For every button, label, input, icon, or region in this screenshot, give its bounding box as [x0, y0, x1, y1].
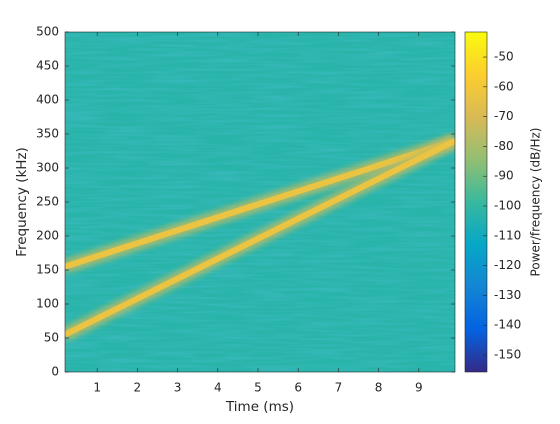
colorbar-tick-label: -110 [494, 228, 521, 242]
x-tick-label: 5 [254, 381, 262, 395]
y-tick-label: 50 [44, 331, 59, 345]
y-tick-label: 400 [36, 93, 59, 107]
x-tick-label: 2 [134, 381, 142, 395]
plot-area [65, 32, 455, 372]
y-tick-label: 150 [36, 263, 59, 277]
colorbar-tick-label: -50 [494, 50, 514, 64]
ridge [65, 138, 455, 338]
y-axis-label: Frequency (kHz) [14, 147, 30, 257]
x-tick-label: 1 [93, 381, 101, 395]
x-tick-label: 3 [174, 381, 182, 395]
colorbar-tick-label: -70 [494, 109, 514, 123]
y-tick-label: 450 [36, 59, 59, 73]
y-tick-label: 200 [36, 229, 59, 243]
colorbar-tick-label: -140 [494, 318, 521, 332]
colorbar-tick-label: -80 [494, 139, 514, 153]
x-tick-label: 9 [415, 381, 423, 395]
colorbar-tick-label: -130 [494, 288, 521, 302]
y-tick-label: 300 [36, 161, 59, 175]
y-tick-label: 100 [36, 297, 59, 311]
y-tick-label: 0 [51, 365, 59, 379]
colorbar-tick-label: -120 [494, 258, 521, 272]
x-tick-label: 6 [294, 381, 302, 395]
ridge [65, 137, 455, 270]
x-tick-label: 8 [375, 381, 383, 395]
colorbar-tick-label: -100 [494, 199, 521, 213]
x-tick-label: 7 [335, 381, 343, 395]
colorbar-label: Power/frequency (dB/Hz) [529, 128, 543, 277]
y-tick-label: 350 [36, 127, 59, 141]
x-tick-label: 4 [214, 381, 222, 395]
y-tick-label: 500 [36, 25, 59, 39]
colorbar-tick-label: -150 [494, 348, 521, 362]
colorbar-tick-label: -60 [494, 79, 514, 93]
colorbar-tick-label: -90 [494, 169, 514, 183]
x-axis-label: Time (ms) [225, 399, 294, 415]
colorbar [464, 31, 488, 373]
y-tick-label: 250 [36, 195, 59, 209]
